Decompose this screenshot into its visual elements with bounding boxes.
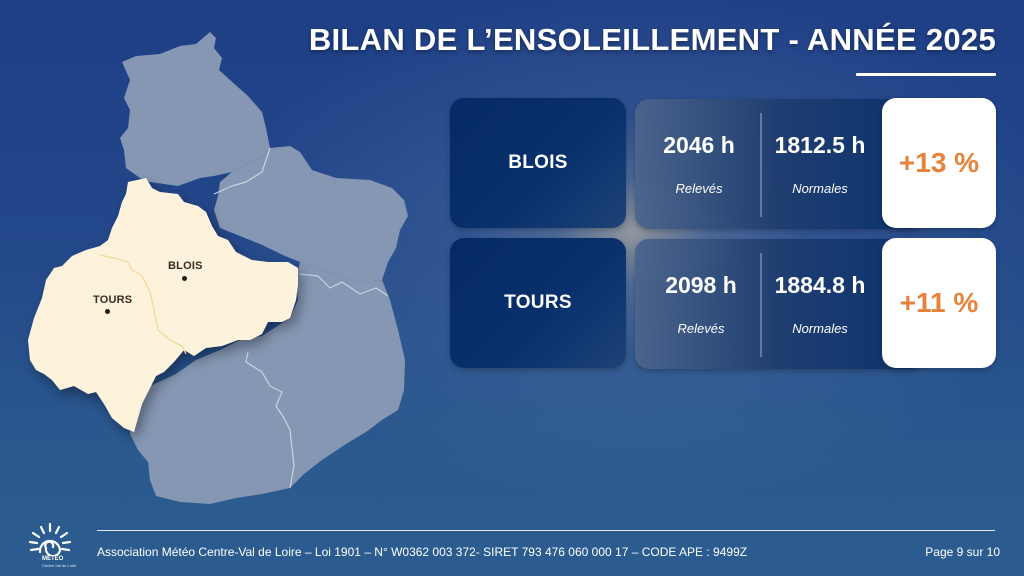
- stat-normales: 1812.5 h Normales: [761, 99, 879, 229]
- normales-value: 1812.5 h: [774, 132, 866, 158]
- region-eure-et-loir: [120, 32, 270, 186]
- logo-name: MÉTÉO: [42, 556, 64, 562]
- region-cher-indre: [128, 262, 405, 504]
- map-borders-gray: [213, 147, 389, 489]
- stat-divider: [760, 113, 762, 217]
- region-loiret: [214, 146, 408, 282]
- region-map: BLOIS TOURS: [0, 0, 440, 520]
- difference-badge-tours: +11 %: [882, 238, 996, 368]
- region-highlight: [28, 178, 298, 432]
- releves-value: 2098 h: [665, 272, 737, 298]
- footer-legal-text: Association Météo Centre-Val de Loire – …: [97, 545, 748, 559]
- stat-releves: 2098 h Relevés: [641, 239, 761, 369]
- normales-value: 1884.8 h: [774, 272, 866, 298]
- map-highlight-group: [28, 178, 298, 432]
- releves-label: Relevés: [677, 321, 725, 336]
- map-dot-tours: [105, 309, 110, 314]
- normales-label: Normales: [792, 321, 848, 336]
- releves-label: Relevés: [675, 181, 723, 196]
- stat-normales: 1884.8 h Normales: [761, 239, 879, 369]
- page-title: BILAN DE L’ENSOLEILLEMENT - ANNÉE 2025: [308, 22, 996, 57]
- releves-value: 2046 h: [663, 132, 735, 158]
- sun-spiral-icon: [28, 522, 72, 558]
- stats-card-tours: 2098 h Relevés 1884.8 h Normales: [635, 239, 925, 369]
- city-card-blois: BLOIS: [450, 98, 626, 228]
- stats-row-blois: BLOIS 2046 h Relevés 1812.5 h Normales +…: [450, 98, 996, 229]
- stat-releves: 2046 h Relevés: [639, 99, 759, 229]
- map-dot-blois: [182, 276, 187, 281]
- city-card-tours: TOURS: [450, 238, 626, 368]
- map-border-highlight: [99, 254, 187, 355]
- stats-row-tours: TOURS 2098 h Relevés 1884.8 h Normales +…: [450, 238, 996, 369]
- stat-divider: [760, 253, 762, 357]
- difference-badge-blois: +13 %: [882, 98, 996, 228]
- logo-subtitle: Centre-Val de Loire: [42, 563, 77, 568]
- normales-label: Normales: [792, 181, 848, 196]
- page-number: Page 9 sur 10: [925, 545, 1000, 559]
- map-gray-regions: [120, 32, 408, 504]
- map-label-blois: BLOIS: [168, 260, 203, 272]
- footer-divider: [97, 530, 995, 531]
- title-underline: [856, 73, 996, 76]
- meteo-logo: [26, 522, 76, 572]
- centre-val-de-loire-map: [28, 32, 408, 504]
- map-label-tours: TOURS: [93, 294, 133, 306]
- stats-card-blois: 2046 h Relevés 1812.5 h Normales: [635, 99, 925, 229]
